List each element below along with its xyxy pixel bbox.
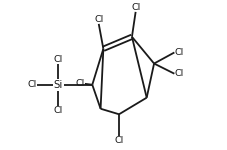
Text: Cl: Cl [28, 80, 37, 89]
Text: Cl: Cl [94, 15, 103, 24]
Text: Cl: Cl [54, 106, 63, 115]
Text: Cl: Cl [76, 79, 85, 88]
Text: Cl: Cl [114, 136, 124, 145]
Text: Cl: Cl [54, 55, 63, 64]
Text: Si: Si [54, 80, 63, 90]
Text: Cl: Cl [174, 48, 184, 57]
Text: Cl: Cl [131, 3, 140, 12]
Text: Cl: Cl [174, 69, 184, 78]
